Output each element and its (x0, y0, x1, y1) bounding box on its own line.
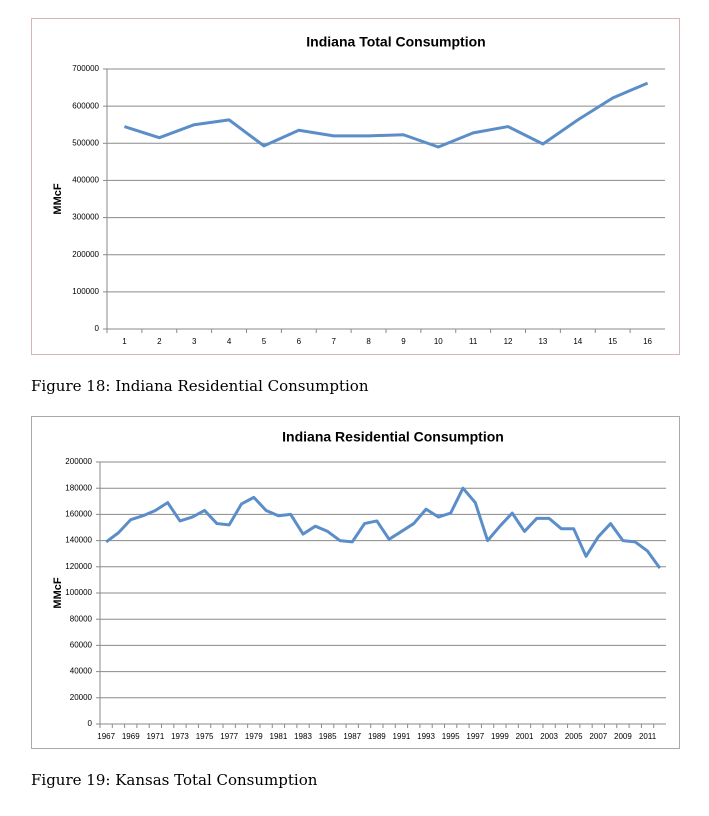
x-tick-label: 1969 (122, 732, 140, 741)
y-tick-label: 300000 (72, 213, 99, 222)
x-tick-label: 2003 (540, 732, 558, 741)
x-tick-label: 3 (192, 337, 197, 346)
x-tick-label: 2009 (614, 732, 632, 741)
x-tick-label: 4 (227, 337, 232, 346)
x-tick-label: 1995 (442, 732, 460, 741)
y-tick-label: 140000 (65, 536, 92, 545)
y-tick-label: 0 (88, 719, 93, 728)
chart-title: Indiana Residential Consumption (282, 429, 504, 445)
y-tick-label: 60000 (70, 641, 93, 650)
x-tick-label: 1973 (171, 732, 189, 741)
x-tick-label: 1993 (417, 732, 435, 741)
y-tick-label: 120000 (65, 562, 92, 571)
x-tick-label: 1975 (196, 732, 214, 741)
x-tick-label: 2 (157, 337, 162, 346)
y-tick-label: 180000 (65, 483, 92, 492)
y-tick-label: 80000 (70, 614, 93, 623)
x-tick-label: 14 (573, 337, 582, 346)
x-tick-label: 2005 (565, 732, 583, 741)
y-tick-label: 160000 (65, 510, 92, 519)
x-tick-label: 9 (401, 337, 406, 346)
figure-caption: Figure 19: Kansas Total Consumption (31, 771, 318, 789)
y-tick-label: 20000 (70, 693, 93, 702)
y-tick-label: 400000 (72, 176, 99, 185)
y-tick-label: 500000 (72, 138, 99, 147)
x-tick-label: 2007 (589, 732, 607, 741)
y-tick-label: 100000 (72, 287, 99, 296)
x-tick-label: 2011 (639, 732, 657, 741)
data-line (123, 81, 649, 149)
x-tick-label: 1985 (319, 732, 337, 741)
x-tick-label: 1997 (466, 732, 484, 741)
y-tick-label: 600000 (72, 101, 99, 110)
y-tick-label: 0 (95, 324, 100, 333)
chart-title: Indiana Total Consumption (306, 34, 485, 50)
figure-caption: Figure 18: Indiana Residential Consumpti… (31, 377, 369, 395)
x-tick-label: 16 (643, 337, 652, 346)
x-tick-label: 1977 (220, 732, 238, 741)
x-tick-label: 1967 (97, 732, 115, 741)
x-tick-label: 1999 (491, 732, 509, 741)
y-tick-label: 40000 (70, 667, 93, 676)
data-line (105, 486, 662, 569)
y-axis-title: MMcF (52, 577, 64, 608)
x-tick-label: 1987 (343, 732, 361, 741)
x-tick-label: 1979 (245, 732, 263, 741)
x-tick-label: 1971 (146, 732, 164, 741)
chart-frame (31, 18, 680, 355)
x-tick-label: 5 (262, 337, 267, 346)
x-tick-label: 10 (434, 337, 443, 346)
x-tick-label: 1981 (270, 732, 288, 741)
x-tick-label: 11 (469, 337, 478, 346)
y-tick-label: 100000 (65, 588, 92, 597)
y-tick-label: 200000 (72, 250, 99, 259)
x-tick-label: 1983 (294, 732, 312, 741)
y-axis-title: MMcF (52, 183, 64, 214)
chart-frame (31, 416, 680, 749)
x-tick-label: 2001 (516, 732, 534, 741)
x-tick-label: 1991 (393, 732, 411, 741)
y-tick-label: 700000 (72, 64, 99, 73)
x-tick-label: 8 (366, 337, 371, 346)
x-tick-label: 15 (608, 337, 617, 346)
x-tick-label: 7 (331, 337, 336, 346)
y-tick-label: 200000 (65, 457, 92, 466)
x-tick-label: 12 (504, 337, 513, 346)
x-tick-label: 6 (297, 337, 302, 346)
x-tick-label: 1989 (368, 732, 386, 741)
x-tick-label: 1 (122, 337, 127, 346)
x-tick-label: 13 (538, 337, 547, 346)
